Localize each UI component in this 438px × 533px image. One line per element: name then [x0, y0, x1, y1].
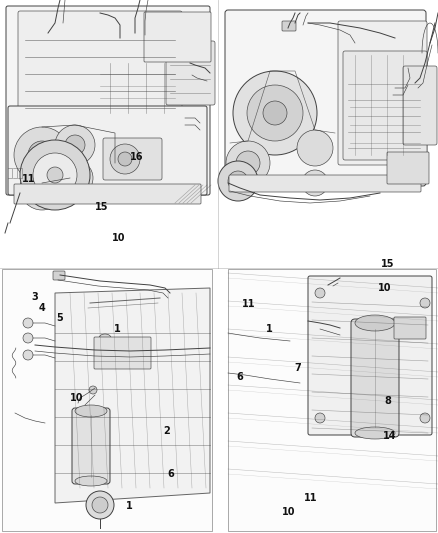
- Circle shape: [28, 141, 56, 169]
- Polygon shape: [55, 288, 210, 503]
- Circle shape: [57, 160, 93, 196]
- FancyBboxPatch shape: [343, 51, 427, 160]
- Circle shape: [47, 167, 63, 183]
- FancyBboxPatch shape: [394, 317, 426, 339]
- Circle shape: [23, 318, 33, 328]
- Circle shape: [297, 130, 333, 166]
- Circle shape: [247, 85, 303, 141]
- Circle shape: [110, 144, 140, 174]
- FancyBboxPatch shape: [144, 12, 211, 62]
- Ellipse shape: [75, 405, 107, 417]
- FancyBboxPatch shape: [2, 269, 212, 531]
- Circle shape: [31, 177, 53, 199]
- Text: 10: 10: [378, 283, 391, 293]
- Ellipse shape: [75, 476, 107, 486]
- Ellipse shape: [355, 315, 395, 331]
- Text: 1: 1: [266, 325, 273, 334]
- Text: 11: 11: [22, 174, 35, 183]
- FancyBboxPatch shape: [6, 6, 210, 195]
- FancyBboxPatch shape: [225, 10, 426, 186]
- Circle shape: [118, 152, 132, 166]
- Text: 10: 10: [113, 233, 126, 243]
- Circle shape: [20, 140, 90, 210]
- FancyBboxPatch shape: [94, 337, 151, 369]
- Circle shape: [89, 386, 97, 394]
- Circle shape: [65, 135, 85, 155]
- Circle shape: [23, 350, 33, 360]
- Circle shape: [263, 101, 287, 125]
- Text: 2: 2: [163, 426, 170, 435]
- Circle shape: [66, 169, 84, 187]
- Text: 1: 1: [114, 325, 121, 334]
- Text: 1: 1: [126, 502, 133, 511]
- Text: 4: 4: [39, 303, 46, 312]
- Text: 10: 10: [70, 393, 83, 403]
- Circle shape: [420, 413, 430, 423]
- Ellipse shape: [134, 351, 146, 359]
- FancyBboxPatch shape: [14, 184, 201, 204]
- FancyBboxPatch shape: [228, 269, 436, 531]
- Circle shape: [302, 170, 328, 196]
- Text: 8: 8: [384, 397, 391, 406]
- FancyBboxPatch shape: [8, 106, 207, 195]
- Circle shape: [226, 141, 270, 185]
- FancyBboxPatch shape: [308, 276, 432, 435]
- FancyBboxPatch shape: [387, 152, 429, 184]
- Circle shape: [218, 161, 258, 201]
- Ellipse shape: [99, 334, 111, 342]
- FancyBboxPatch shape: [282, 21, 296, 31]
- Text: 6: 6: [167, 470, 174, 479]
- Text: 11: 11: [242, 299, 255, 309]
- FancyBboxPatch shape: [72, 408, 110, 484]
- Circle shape: [228, 171, 248, 191]
- Circle shape: [33, 153, 77, 197]
- Text: 3: 3: [32, 292, 39, 302]
- FancyBboxPatch shape: [403, 66, 437, 145]
- Text: 7: 7: [294, 363, 301, 373]
- Text: 15: 15: [95, 202, 108, 212]
- FancyBboxPatch shape: [351, 319, 399, 437]
- Circle shape: [14, 127, 70, 183]
- FancyBboxPatch shape: [18, 11, 182, 115]
- FancyBboxPatch shape: [103, 138, 162, 180]
- FancyBboxPatch shape: [53, 271, 65, 280]
- Text: 6: 6: [237, 372, 244, 382]
- Circle shape: [236, 151, 260, 175]
- Circle shape: [315, 413, 325, 423]
- Circle shape: [420, 298, 430, 308]
- Circle shape: [86, 491, 114, 519]
- Circle shape: [20, 166, 64, 210]
- FancyBboxPatch shape: [229, 175, 421, 192]
- Text: 11: 11: [304, 494, 318, 503]
- Text: 16: 16: [130, 152, 143, 162]
- Ellipse shape: [120, 337, 130, 344]
- Circle shape: [233, 71, 317, 155]
- Circle shape: [92, 497, 108, 513]
- Text: 5: 5: [57, 313, 64, 323]
- Circle shape: [315, 288, 325, 298]
- Text: 15: 15: [381, 260, 395, 269]
- Circle shape: [23, 333, 33, 343]
- FancyBboxPatch shape: [166, 41, 215, 105]
- Ellipse shape: [355, 427, 395, 439]
- FancyBboxPatch shape: [338, 21, 427, 165]
- Text: 14: 14: [383, 431, 396, 441]
- Text: 10: 10: [283, 507, 296, 516]
- Circle shape: [55, 125, 95, 165]
